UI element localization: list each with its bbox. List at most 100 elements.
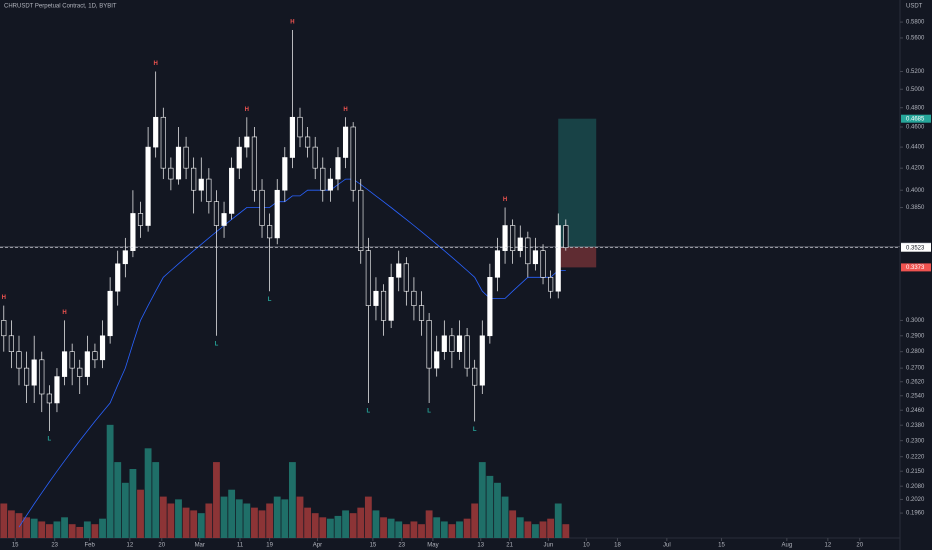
- candle-body: [84, 351, 90, 377]
- y-tick-label: 0.2800: [906, 349, 925, 355]
- candle-body: [548, 277, 554, 292]
- pattern-label: L: [367, 409, 371, 415]
- volume-bar: [281, 499, 289, 538]
- candle-body: [274, 189, 280, 239]
- volume-bar: [129, 469, 137, 538]
- candle-body: [449, 335, 455, 352]
- volume-bar: [258, 510, 266, 538]
- candle-body: [472, 367, 478, 386]
- candle-body: [532, 250, 539, 265]
- pattern-label: L: [427, 409, 431, 415]
- volume-bar: [83, 521, 91, 538]
- candle-body: [191, 167, 197, 191]
- volume-bar: [144, 448, 152, 538]
- pattern-label: H: [503, 197, 507, 203]
- last-price-label: 0.3523: [906, 245, 925, 251]
- volume-bar: [99, 518, 106, 538]
- y-tick-label: 0.2220: [906, 454, 925, 460]
- volume-bar: [456, 521, 463, 538]
- y-tick-label: 0.4400: [906, 145, 925, 151]
- y-tick-label: 0.5800: [906, 20, 925, 26]
- candle-body: [244, 136, 250, 148]
- candle-body: [168, 167, 174, 180]
- volume-bar: [304, 507, 312, 538]
- volume-bar: [38, 521, 46, 538]
- candle-body: [502, 225, 508, 251]
- candle-body: [122, 250, 128, 265]
- candle-body: [160, 116, 166, 169]
- candle-body: [236, 146, 242, 169]
- currency-label: USDT: [906, 4, 923, 10]
- volume-bar: [197, 513, 205, 538]
- y-tick-label: 0.2150: [906, 469, 925, 475]
- volume-bar: [251, 507, 258, 538]
- volume-bar: [243, 503, 251, 538]
- volume-bar: [76, 526, 84, 538]
- pattern-label: L: [473, 427, 477, 433]
- volume-bar: [68, 524, 76, 538]
- x-tick-label: 15: [370, 543, 377, 549]
- ma-line: [18, 178, 566, 528]
- volume-bar: [471, 503, 479, 538]
- candle-body: [24, 367, 30, 386]
- x-tick-label: 20: [856, 543, 863, 549]
- volume-bar: [387, 518, 395, 538]
- y-tick-label: 0.3000: [906, 318, 925, 324]
- volume-bar: [106, 424, 114, 538]
- candle-body: [289, 116, 295, 158]
- volume-bar: [478, 462, 486, 538]
- candle-body: [213, 201, 220, 226]
- pattern-label: L: [268, 297, 272, 303]
- candle-body: [305, 136, 311, 148]
- volume-bar: [30, 518, 38, 538]
- candle-body: [267, 225, 273, 239]
- volume-bar: [516, 517, 524, 538]
- candle-body: [92, 351, 98, 361]
- volume-bar: [190, 510, 198, 538]
- x-tick-label: 10: [583, 543, 590, 549]
- candle-body: [130, 213, 136, 251]
- x-tick-label: Apr: [313, 543, 322, 549]
- y-tick-label: 0.2080: [906, 484, 925, 490]
- candle-body: [54, 376, 60, 404]
- candle-body: [1, 320, 7, 337]
- x-tick-label: 15: [718, 543, 725, 549]
- volume-bar: [0, 503, 8, 538]
- x-tick-label: 13: [477, 543, 484, 549]
- x-tick-label: 15: [12, 543, 19, 549]
- pattern-label: H: [343, 107, 347, 113]
- last-price-label-box: [901, 243, 931, 252]
- volume-bar: [402, 524, 410, 538]
- x-tick-label: 12: [825, 543, 832, 549]
- candle-body: [145, 146, 151, 226]
- x-tick-label: 18: [614, 543, 621, 549]
- x-tick-label: 21: [506, 543, 513, 549]
- candle-body: [494, 250, 501, 278]
- volume-bar: [45, 524, 53, 538]
- candle-body: [380, 290, 387, 321]
- x-tick-label: Jun: [544, 543, 554, 549]
- volume-bar: [463, 518, 471, 538]
- y-tick-label: 0.2900: [906, 333, 925, 339]
- volume-bar: [23, 517, 30, 538]
- volume-bar: [539, 521, 547, 538]
- candle-body: [183, 146, 189, 169]
- volume-bar: [152, 462, 160, 538]
- volume-bar: [395, 521, 403, 538]
- candle-body: [31, 359, 37, 386]
- pattern-label: L: [215, 341, 219, 347]
- volume-bar: [159, 496, 167, 538]
- candle-body: [282, 157, 288, 191]
- volume-bar: [213, 462, 220, 538]
- volume-bar: [7, 510, 15, 538]
- y-tick-label: 0.2540: [906, 393, 925, 399]
- volume-bar: [433, 517, 441, 538]
- candle-body: [8, 335, 14, 352]
- volume-bar: [532, 524, 539, 538]
- volume-bar: [364, 496, 372, 538]
- x-tick-label: 23: [398, 543, 405, 549]
- volume-bar: [167, 503, 175, 538]
- candle-body: [388, 277, 394, 321]
- volume-bar: [311, 513, 319, 538]
- candle-body: [137, 213, 144, 226]
